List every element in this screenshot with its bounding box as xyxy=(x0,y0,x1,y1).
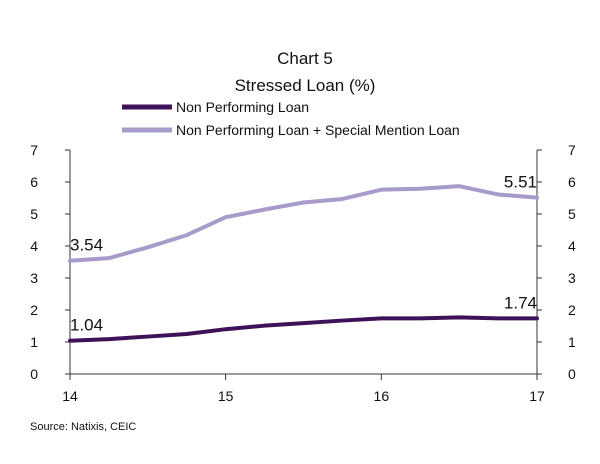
y-tick-label-left: 7 xyxy=(30,142,38,158)
x-tick-label: 16 xyxy=(374,388,390,404)
y-tick-label-left: 4 xyxy=(30,238,38,254)
data-label: 5.51 xyxy=(504,173,537,192)
axes: 0 0 1 1 2 2 3 3 4 4 5 5 6 6 7 7 14 15 16 17 xyxy=(30,142,576,404)
data-label: 1.74 xyxy=(504,293,537,312)
y-tick-label-right: 4 xyxy=(568,238,576,254)
y-tick-label-left: 1 xyxy=(30,334,38,350)
data-label: 1.04 xyxy=(70,316,103,335)
series-line-0 xyxy=(68,315,539,343)
y-tick-label-right: 7 xyxy=(568,142,576,158)
y-tick-label-right: 0 xyxy=(568,366,576,382)
data-label: 3.54 xyxy=(70,236,103,255)
chart-title: Chart 5 xyxy=(277,49,333,68)
chart-subtitle: Stressed Loan (%) xyxy=(235,76,376,95)
y-tick-label-right: 3 xyxy=(568,270,576,286)
source-note: Source: Natixis, CEIC xyxy=(30,421,136,433)
y-tick-label-right: 1 xyxy=(568,334,576,350)
legend-label-npl-sml: Non Performing Loan + Special Mention Lo… xyxy=(176,122,460,138)
y-tick-label-left: 3 xyxy=(30,270,38,286)
y-tick-label-right: 2 xyxy=(568,302,576,318)
data-labels: 1.04 1.74 3.54 5.51 xyxy=(70,173,537,335)
series-lines xyxy=(68,184,539,343)
y-tick-label-left: 6 xyxy=(30,174,38,190)
legend-label-npl: Non Performing Loan xyxy=(176,99,309,115)
y-tick-label-left: 2 xyxy=(30,302,38,318)
y-tick-label-left: 0 xyxy=(30,366,38,382)
y-tick-label-right: 5 xyxy=(568,206,576,222)
y-tick-label-right: 6 xyxy=(568,174,576,190)
legend: Non Performing Loan Non Performing Loan … xyxy=(122,99,460,138)
y-tick-label-left: 5 xyxy=(30,206,38,222)
series-line-1 xyxy=(68,184,539,263)
x-tick-label: 14 xyxy=(62,388,78,404)
x-tick-label: 15 xyxy=(218,388,234,404)
x-tick-label: 17 xyxy=(529,388,545,404)
